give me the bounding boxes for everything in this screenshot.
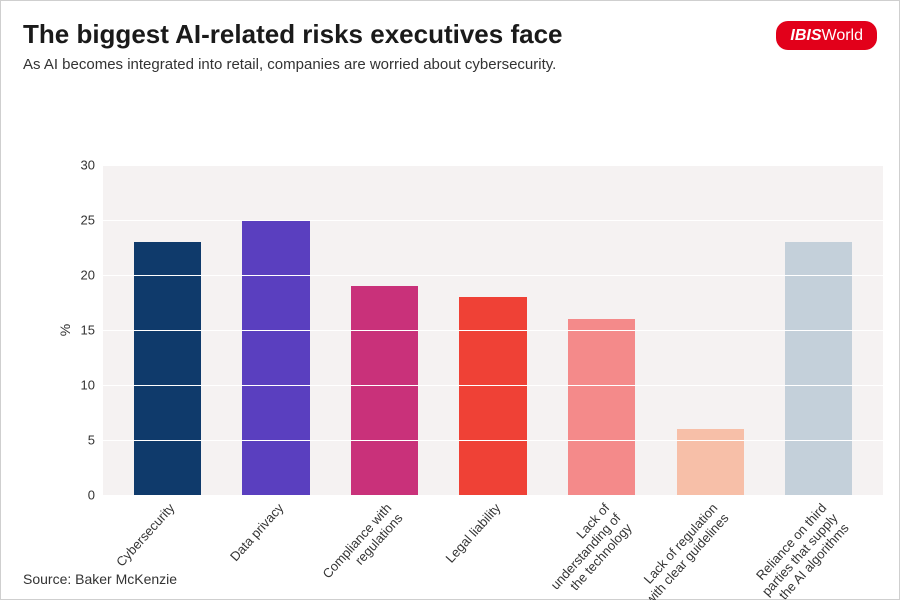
x-labels: Cybersecurity Data privacy Compliance with… [103, 495, 883, 600]
source-prefix: Source: [23, 571, 75, 587]
bar [677, 429, 744, 495]
grid-line [103, 220, 883, 221]
bar [242, 220, 309, 495]
x-label-slot: Compliance with regulations [330, 495, 439, 600]
y-tick-label: 5 [65, 433, 103, 448]
source-name: Baker McKenzie [75, 571, 177, 587]
header-text: The biggest AI-related risks executives … [23, 19, 563, 83]
x-tick-label: Cybersecurity [114, 501, 178, 570]
brand-badge: IBISWorld [776, 21, 877, 50]
chart-subtitle: As AI becomes integrated into retail, co… [23, 56, 563, 73]
bar [351, 286, 418, 495]
y-tick-label: 10 [65, 378, 103, 393]
y-tick-label: 0 [65, 488, 103, 503]
brand-bold: IBIS [790, 27, 821, 44]
x-tick-label: Compliance with regulations [321, 501, 407, 592]
header: The biggest AI-related risks executives … [23, 19, 877, 83]
x-label-slot: Data privacy [222, 495, 331, 600]
y-tick-label: 20 [65, 268, 103, 283]
grid-line [103, 165, 883, 166]
y-tick-label: 15 [65, 323, 103, 338]
x-tick-label: Data privacy [228, 501, 287, 565]
bar [568, 319, 635, 495]
grid-line [103, 440, 883, 441]
y-tick-label: 30 [65, 158, 103, 173]
x-tick-label: Legal liability [443, 501, 504, 566]
x-tick-label: Reliance on third parties that supply th… [748, 501, 852, 600]
grid-line [103, 385, 883, 386]
chart-title: The biggest AI-related risks executives … [23, 19, 563, 50]
x-label-slot: Lack of regulation with clear guidelines [656, 495, 765, 600]
bar [785, 242, 852, 495]
grid-line [103, 275, 883, 276]
y-tick-label: 25 [65, 213, 103, 228]
plot-area: % 051015202530 [103, 165, 883, 495]
source-line: Source: Baker McKenzie [23, 571, 177, 587]
brand-light: World [822, 27, 864, 44]
grid-line [103, 330, 883, 331]
bar [134, 242, 201, 495]
chart-card: The biggest AI-related risks executives … [0, 0, 900, 600]
bar [459, 297, 526, 495]
x-label-slot: Reliance on third parties that supply th… [764, 495, 873, 600]
x-label-slot: Legal liability [439, 495, 548, 600]
x-tick-label: Lack of understanding of the technology [537, 501, 635, 600]
